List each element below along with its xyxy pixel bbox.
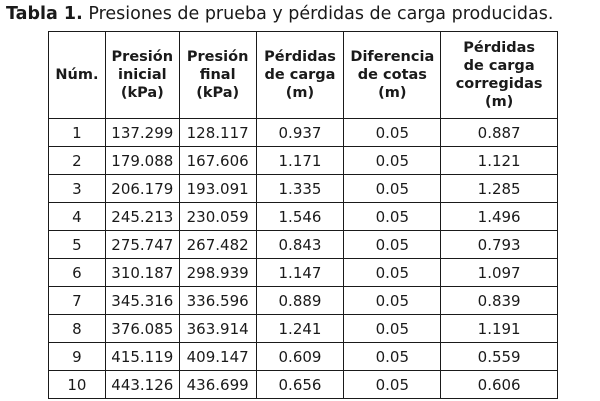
caption-label: Tabla 1. [6,4,83,24]
column-header-line: Presión [186,49,249,65]
table-cell: 298.939 [178,258,257,287]
table-cell: 267.482 [178,230,257,259]
table-cell: 1.191 [440,314,558,343]
column-header: Presión inicial (kPa) [104,31,180,119]
table-cell: 1.147 [255,258,345,287]
table-row: 5 275.747 267.482 0.843 0.05 0.793 [48,230,558,259]
table-cell: 193.091 [178,174,257,203]
table-row: 9 415.119 409.147 0.609 0.05 0.559 [48,342,558,371]
table-row: 8 376.085 363.914 1.241 0.05 1.191 [48,314,558,343]
column-header-line: (kPa) [120,85,164,101]
table-cell: 275.747 [104,230,180,259]
table-cell: 179.088 [104,146,180,175]
table-cell: 10 [48,370,106,399]
table-cell: 0.656 [255,370,345,399]
table-cell: 443.126 [104,370,180,399]
column-header: Diferencia de cotas (m) [343,31,442,119]
table-cell: 436.699 [178,370,257,399]
table-cell: 1.496 [440,202,558,231]
column-header-line: Diferencia [350,49,435,65]
table-cell: 1.121 [440,146,558,175]
table-cell: 4 [48,202,106,231]
column-header: Pérdidas de carga corregidas (m) [440,31,558,119]
table-header-row: Núm. Presión inicial (kPa) Presión final (kPa)… [48,31,558,119]
data-table: Núm. Presión inicial (kPa) Presión final (kPa)… [48,31,558,399]
table-cell: 1.241 [255,314,345,343]
column-header-line: (m) [484,94,514,110]
table-cell: 5 [48,230,106,259]
caption-text: Presiones de prueba y pérdidas de carga … [88,4,554,24]
table-cell: 1.335 [255,174,345,203]
table-cell: 415.119 [104,342,180,371]
table-cell: 2 [48,146,106,175]
table-row: 3 206.179 193.091 1.335 0.05 1.285 [48,174,558,203]
table-row: 2 179.088 167.606 1.171 0.05 1.121 [48,146,558,175]
table-row: 6 310.187 298.939 1.147 0.05 1.097 [48,258,558,287]
table-cell: 0.609 [255,342,345,371]
table-cell: 245.213 [104,202,180,231]
table-cell: 206.179 [104,174,180,203]
table-cell: 376.085 [104,314,180,343]
column-header-line: (m) [285,85,315,101]
column-header-line: Pérdidas [264,49,336,65]
column-header-line: final [199,67,236,83]
table-cell: 0.05 [343,286,442,315]
column-header-line: inicial [118,67,167,83]
table-cell: 137.299 [104,118,180,147]
table-row: 1 137.299 128.117 0.937 0.05 0.887 [48,118,558,147]
table-cell: 1.171 [255,146,345,175]
column-header-line: de cotas [357,67,427,83]
table-cell: 0.887 [440,118,558,147]
table-cell: 0.839 [440,286,558,315]
table-row: 10 443.126 436.699 0.656 0.05 0.606 [48,370,558,399]
column-header-line: (kPa) [196,85,240,101]
table-cell: 0.843 [255,230,345,259]
column-header-line: Pérdidas [463,40,536,56]
table-cell: 0.05 [343,258,442,287]
column-header-line: de carga [463,58,535,74]
table-cell: 0.937 [255,118,345,147]
table-cell: 0.05 [343,146,442,175]
table-cell: 1.097 [440,258,558,287]
table-row: 4 245.213 230.059 1.546 0.05 1.496 [48,202,558,231]
table-cell: 0.05 [343,118,442,147]
column-header-line: de carga [264,67,336,83]
table-cell: 167.606 [178,146,257,175]
table-cell: 0.793 [440,230,558,259]
column-header: Presión final (kPa) [178,31,257,119]
table-cell: 7 [48,286,106,315]
table-cell: 363.914 [178,314,257,343]
table-cell: 1.285 [440,174,558,203]
table-cell: 409.147 [178,342,257,371]
column-header-line: Núm. [55,67,99,83]
column-header: Pérdidas de carga (m) [255,31,345,119]
table-cell: 3 [48,174,106,203]
table-cell: 0.05 [343,370,442,399]
table-cell: 336.596 [178,286,257,315]
table-cell: 0.05 [343,314,442,343]
column-header: Núm. [48,31,106,119]
table-cell: 0.05 [343,230,442,259]
table-cell: 230.059 [178,202,257,231]
table-cell: 6 [48,258,106,287]
table-cell: 0.05 [343,174,442,203]
table-cell: 345.316 [104,286,180,315]
table-cell: 310.187 [104,258,180,287]
table-cell: 8 [48,314,106,343]
table-cell: 1 [48,118,106,147]
table-cell: 0.05 [343,342,442,371]
table-cell: 0.606 [440,370,558,399]
table-cell: 0.05 [343,202,442,231]
table-cell: 1.546 [255,202,345,231]
column-header-line: Presión [111,49,174,65]
column-header-line: corregidas [455,76,543,92]
table-caption: Tabla 1. Presiones de prueba y pérdidas … [6,3,596,25]
table-cell: 128.117 [178,118,257,147]
column-header-line: (m) [378,85,407,101]
table-cell: 9 [48,342,106,371]
table-cell: 0.889 [255,286,345,315]
table-body: 1 137.299 128.117 0.937 0.05 0.887 2 179.088 167… [48,118,558,399]
table-row: 7 345.316 336.596 0.889 0.05 0.839 [48,286,558,315]
table-cell: 0.559 [440,342,558,371]
